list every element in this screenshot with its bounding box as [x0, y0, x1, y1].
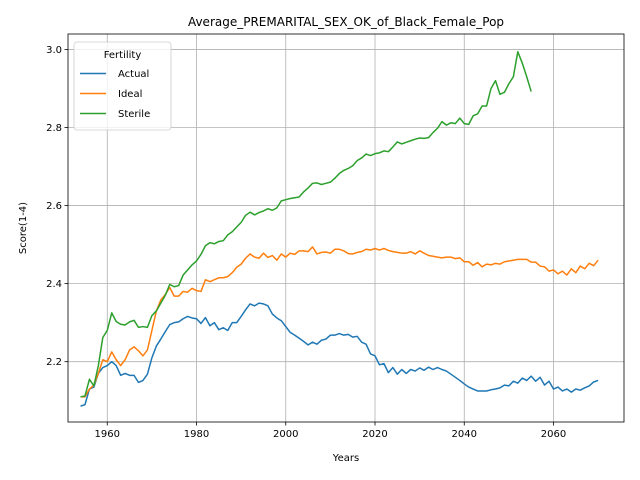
y-tick-label: 2.4	[46, 279, 62, 290]
x-axis-ticks: 1960 1980 2000 2020 2040 2060	[95, 422, 566, 440]
legend-label-sterile: Sterile	[118, 109, 150, 120]
legend-box	[73, 41, 172, 131]
grid-lines	[68, 34, 624, 422]
y-tick-label: 2.2	[46, 357, 62, 368]
y-tick-label: 2.8	[46, 123, 62, 134]
legend-label-actual: Actual	[118, 69, 149, 80]
y-axis-label: Score(1-4)	[18, 202, 29, 254]
x-tick-label: 1980	[184, 429, 209, 440]
y-tick-label: 2.6	[46, 201, 62, 212]
plot-area-frame	[67, 33, 625, 423]
x-tick-label: 1960	[95, 429, 120, 440]
x-tick-label: 2040	[452, 429, 477, 440]
legend-label-ideal: Ideal	[118, 89, 142, 100]
legend: Fertility Actual Ideal Sterile	[73, 41, 172, 131]
x-tick-label: 2060	[541, 429, 566, 440]
series-layer	[80, 51, 599, 407]
legend-title: Fertility	[104, 50, 142, 61]
y-tick-label: 3.0	[46, 45, 62, 56]
x-tick-label: 2020	[362, 429, 387, 440]
x-tick-label: 2000	[273, 429, 298, 440]
series-line-actual	[80, 302, 599, 407]
x-axis-label: Years	[332, 453, 359, 464]
chart-title: Average_PREMARITAL_SEX_OK_of_Black_Femal…	[188, 15, 504, 29]
series-line-sterile	[80, 51, 532, 398]
y-axis-ticks: 2.2 2.4 2.6 2.8 3.0	[46, 45, 68, 368]
